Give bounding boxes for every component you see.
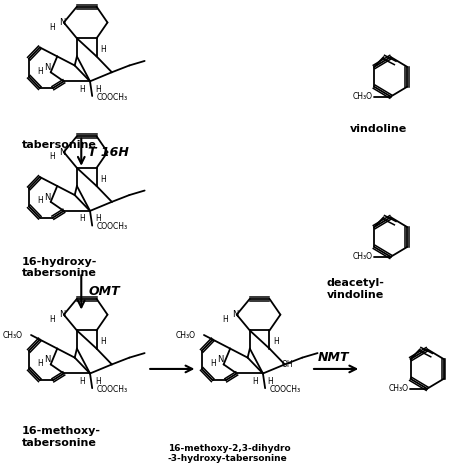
Text: deacetyl-
vindoline: deacetyl- vindoline xyxy=(327,278,385,300)
Text: CH₃O: CH₃O xyxy=(2,330,22,339)
Text: H: H xyxy=(80,377,85,386)
Text: H: H xyxy=(100,175,106,184)
Text: H: H xyxy=(273,337,279,346)
Text: N: N xyxy=(44,193,51,202)
Text: COOCH₃: COOCH₃ xyxy=(97,222,128,231)
Text: T 16H: T 16H xyxy=(88,146,129,159)
Text: H: H xyxy=(268,377,273,386)
Text: H: H xyxy=(100,337,106,346)
Text: tabersonine: tabersonine xyxy=(22,140,97,150)
Text: N: N xyxy=(217,356,224,365)
Text: N: N xyxy=(59,310,65,319)
Text: OH: OH xyxy=(282,360,293,369)
Text: CH₃O: CH₃O xyxy=(175,330,195,339)
Text: H: H xyxy=(80,85,85,94)
Text: N: N xyxy=(59,18,65,27)
Text: vindoline: vindoline xyxy=(350,124,407,134)
Text: H: H xyxy=(49,152,55,161)
Text: H: H xyxy=(95,85,100,94)
Text: CH₃O: CH₃O xyxy=(353,252,373,261)
Text: H: H xyxy=(37,196,43,205)
Text: 16-methoxy-
tabersonine: 16-methoxy- tabersonine xyxy=(22,427,101,448)
Text: NMT: NMT xyxy=(318,351,349,364)
Text: COOCH₃: COOCH₃ xyxy=(97,92,128,101)
Text: N: N xyxy=(44,356,51,365)
Text: H: H xyxy=(222,315,228,324)
Text: 16-methoxy-2,3-dihydro
-3-hydroxy-tabersonine: 16-methoxy-2,3-dihydro -3-hydroxy-tabers… xyxy=(168,444,291,464)
Text: H: H xyxy=(95,214,100,223)
Text: CH₃O: CH₃O xyxy=(389,384,409,393)
Text: H: H xyxy=(37,67,43,76)
Text: H: H xyxy=(95,377,100,386)
Text: H: H xyxy=(210,359,216,368)
Text: COOCH₃: COOCH₃ xyxy=(97,385,128,394)
Text: H: H xyxy=(253,377,258,386)
Text: H: H xyxy=(49,315,55,324)
Text: N: N xyxy=(59,147,65,156)
Text: N: N xyxy=(44,63,51,72)
Text: H: H xyxy=(49,23,55,32)
Text: H: H xyxy=(37,359,43,368)
Text: COOCH₃: COOCH₃ xyxy=(270,385,301,394)
Text: CH₃O: CH₃O xyxy=(353,92,373,101)
Text: 16-hydroxy-
tabersonine: 16-hydroxy- tabersonine xyxy=(22,257,98,278)
Text: OMT: OMT xyxy=(88,285,120,298)
Text: N: N xyxy=(232,310,238,319)
Text: H: H xyxy=(80,214,85,223)
Text: H: H xyxy=(100,45,106,54)
